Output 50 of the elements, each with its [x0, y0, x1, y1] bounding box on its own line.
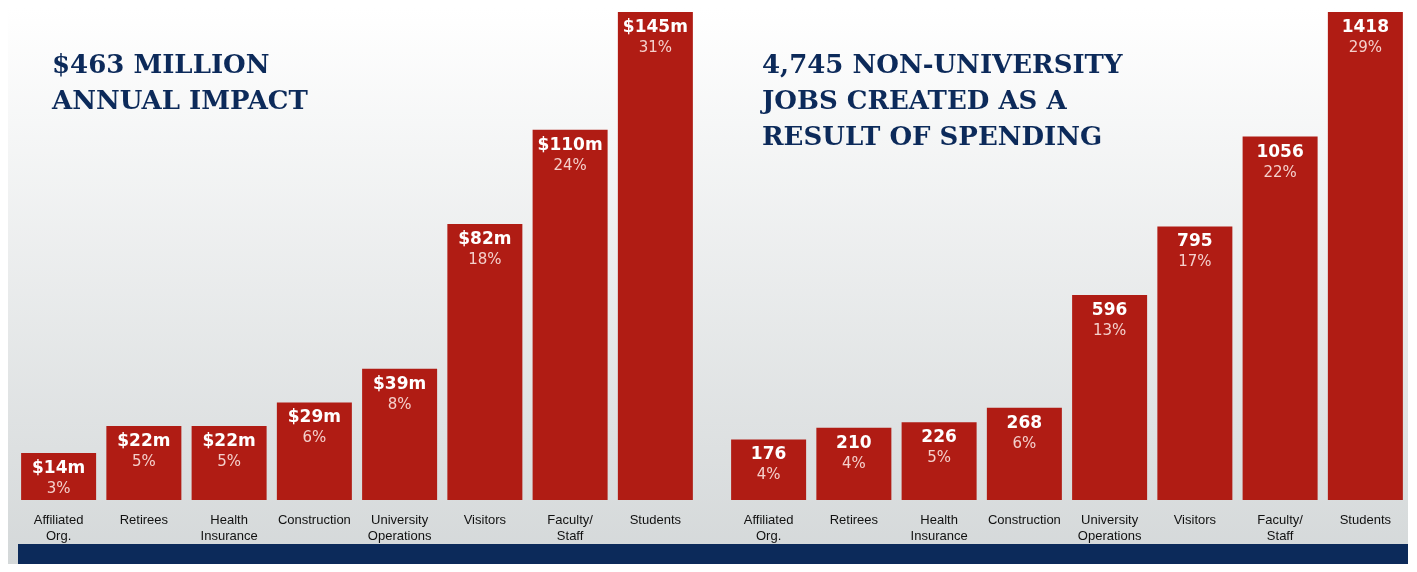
data-label: $145m	[622, 16, 688, 36]
x-tick-label: Faculty/ Staff	[1257, 512, 1304, 543]
annotation: 4%	[841, 453, 866, 472]
annotation: 5%	[131, 451, 156, 470]
text: 4,745 NON-UNIVERSITY JOBS CREATED AS A RESULT OF SPENDING	[762, 48, 1124, 153]
data-label: 795	[1177, 230, 1213, 251]
annotation: 24%	[553, 155, 587, 174]
data-label: 176	[750, 443, 787, 464]
annotation: 29%	[1348, 38, 1383, 56]
data-label: 210	[836, 431, 872, 452]
x-tick-label: Retirees	[119, 512, 169, 527]
x-tick-label: Students	[1339, 512, 1392, 527]
x-tick-label: Affiliated Org.	[743, 512, 794, 543]
annotation: 22%	[1263, 162, 1297, 181]
text: $463 MILLION ANNUAL IMPACT	[52, 48, 309, 117]
data-label: $22m	[117, 429, 171, 450]
x-tick-label: Faculty/ Staff	[547, 512, 594, 543]
x-tick-label: University Operations	[367, 512, 432, 543]
x-tick-label: Students	[629, 512, 682, 527]
data-label: 1056	[1256, 140, 1304, 161]
x-tick-label: Construction	[987, 512, 1061, 527]
x-tick-label: Retirees	[829, 512, 879, 527]
x-tick-label: University Operations	[1077, 512, 1142, 543]
annotation: 18%	[468, 250, 502, 269]
data-label: $82m	[458, 228, 512, 249]
x-tick-label: Construction	[277, 512, 351, 527]
x-tick-label: Visitors	[1173, 512, 1217, 527]
x-tick-label: Visitors	[463, 512, 507, 527]
data-label: 1418	[1341, 16, 1390, 36]
data-label: 268	[1006, 411, 1043, 432]
annotation: 6%	[1012, 433, 1037, 452]
data-label: $29m	[287, 406, 341, 427]
annotation: 4%	[756, 465, 781, 484]
data-label: $14m	[32, 456, 86, 477]
annotation: 5%	[927, 448, 952, 467]
annotation: 17%	[1178, 252, 1212, 271]
annotation: 6%	[302, 428, 327, 447]
annotation: 3%	[46, 478, 71, 497]
data-label: $110m	[537, 133, 603, 154]
data-label: 226	[921, 426, 957, 447]
data-label: 596	[1091, 298, 1128, 319]
x-tick-label: Health Insurance	[910, 512, 968, 543]
data-label: $22m	[202, 429, 256, 450]
annotation: 13%	[1092, 320, 1127, 339]
x-tick-label: Affiliated Org.	[33, 512, 84, 543]
x-tick-label: Health Insurance	[200, 512, 258, 543]
annotation: 31%	[638, 38, 673, 56]
annotation: 5%	[217, 451, 242, 470]
data-label: $39m	[373, 372, 427, 393]
annotation: 8%	[387, 394, 412, 413]
